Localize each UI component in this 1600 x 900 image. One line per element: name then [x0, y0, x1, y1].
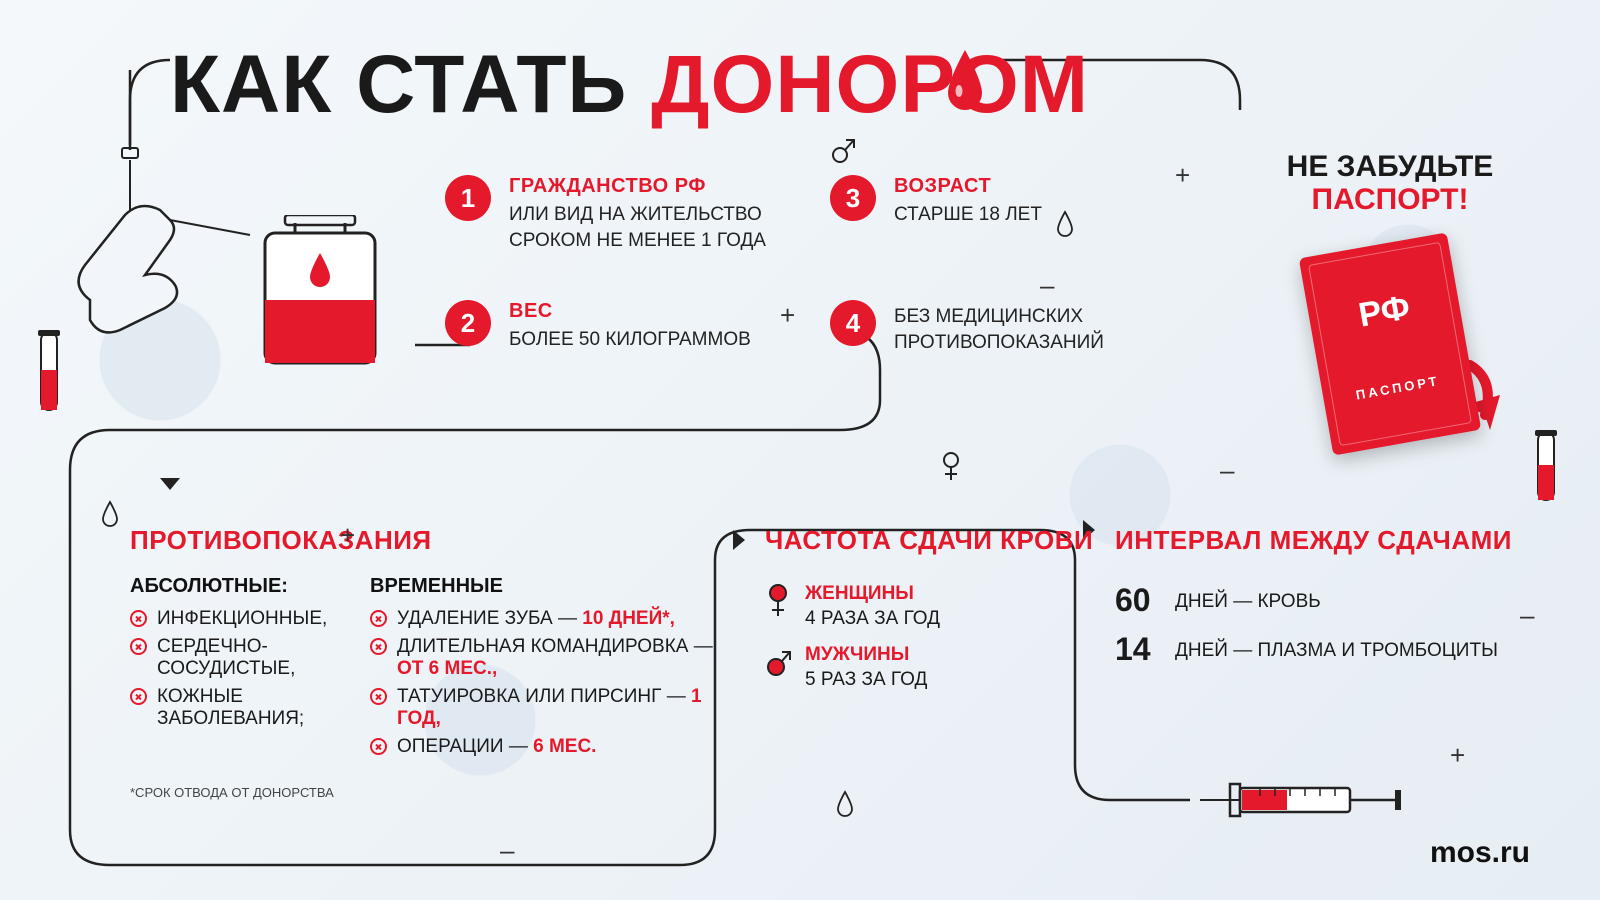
- cross-icon: [130, 610, 147, 627]
- test-tube-icon: [35, 330, 63, 420]
- passport-reminder: НЕ ЗАБУДЬТЕ ПАСПОРТ! РФ ПАСПОРТ: [1245, 150, 1535, 444]
- minus-icon: [1520, 600, 1534, 631]
- plus-icon: [1175, 160, 1190, 191]
- drop-outline-icon: [835, 790, 855, 818]
- contra-item: ОПЕРАЦИИ — 6 МЕС.: [370, 736, 730, 758]
- interval-num: 60: [1115, 582, 1161, 619]
- frequency-block: ЖЕНЩИНЫ 4 РАЗА ЗА ГОД МУЖЧИНЫ 5 РАЗ ЗА Г…: [765, 570, 940, 705]
- contra-tmp-head: ВРЕМЕННЫЕ: [370, 575, 730, 598]
- female-icon: [765, 582, 791, 622]
- plus-icon: [780, 300, 795, 331]
- contra-abs-head: АБСОЛЮТНЫЕ:: [130, 575, 390, 598]
- title-part2: ДОНОРОМ: [651, 39, 1089, 130]
- minus-icon: [1040, 270, 1054, 301]
- cross-icon: [130, 638, 147, 655]
- contra-item: КОЖНЫЕ ЗАБОЛЕВАНИЯ;: [130, 686, 390, 730]
- plus-icon: [340, 520, 355, 551]
- passport-line2: ПАСПОРТ!: [1312, 183, 1469, 216]
- contra-item: ИНФЕКЦИОННЫЕ,: [130, 608, 390, 630]
- drop-outline-icon: [100, 500, 120, 528]
- freq-women-head: ЖЕНЩИНЫ: [805, 582, 940, 607]
- contra-absolute: АБСОЛЮТНЫЕ: ИНФЕКЦИОННЫЕ, СЕРДЕЧНО-СОСУД…: [130, 575, 390, 736]
- step-text: СТАРШЕ 18 ЛЕТ: [894, 202, 1042, 228]
- freq-women-text: 4 РАЗА ЗА ГОД: [805, 607, 940, 632]
- step-head: ВОЗРАСТ: [894, 175, 1042, 198]
- plus-icon: [1450, 740, 1465, 771]
- step-4: 4 БЕЗ МЕДИЦИНСКИХ ПРОТИВОПОКАЗАНИЙ: [830, 300, 1174, 355]
- minus-icon: [500, 835, 514, 866]
- iv-stand-icon: [70, 70, 270, 390]
- contra-title: ПРОТИВОПОКАЗАНИЯ: [130, 525, 432, 556]
- source-label: mos.ru: [1430, 836, 1530, 870]
- female-symbol-icon: [940, 450, 962, 484]
- contra-item: УДАЛЕНИЕ ЗУБА — 10 ДНЕЙ*,: [370, 608, 730, 630]
- male-icon: [765, 643, 791, 683]
- contra-footnote: *СРОК ОТВОДА ОТ ДОНОРСТВА: [130, 785, 334, 800]
- test-tube-icon: [1532, 430, 1560, 510]
- interval-block: 60 ДНЕЙ — КРОВЬ 14 ДНЕЙ — ПЛАЗМА И ТРОМБ…: [1115, 570, 1498, 680]
- contra-item: ТАТУИРОВКА ИЛИ ПИРСИНГ — 1 ГОД,: [370, 686, 730, 730]
- step-text: БЕЗ МЕДИЦИНСКИХ ПРОТИВОПОКАЗАНИЙ: [894, 304, 1174, 355]
- cross-icon: [130, 688, 147, 705]
- step-head: ГРАЖДАНСТВО РФ: [509, 175, 789, 198]
- step-1: 1 ГРАЖДАНСТВО РФ ИЛИ ВИД НА ЖИТЕЛЬСТВО С…: [445, 175, 789, 253]
- freq-title: ЧАСТОТА СДАЧИ КРОВИ: [765, 525, 1093, 556]
- contra-item: СЕРДЕЧНО-СОСУДИСТЫЕ,: [130, 636, 390, 680]
- step-3: 3 ВОЗРАСТ СТАРШЕ 18 ЛЕТ: [830, 175, 1042, 228]
- step-head: ВЕС: [509, 300, 751, 323]
- step-2: 2 ВЕС БОЛЕЕ 50 КИЛОГРАММОВ: [445, 300, 751, 353]
- step-badge: 3: [830, 175, 876, 221]
- male-symbol-icon: [830, 135, 856, 167]
- interval-num: 14: [1115, 631, 1161, 668]
- contra-temporary: ВРЕМЕННЫЕ УДАЛЕНИЕ ЗУБА — 10 ДНЕЙ*, ДЛИТ…: [370, 575, 730, 764]
- cross-icon: [370, 688, 387, 705]
- interval-title: ИНТЕРВАЛ МЕЖДУ СДАЧАМИ: [1115, 525, 1512, 556]
- step-badge: 4: [830, 300, 876, 346]
- drop-outline-icon: [1055, 210, 1075, 238]
- blood-bag-icon: [255, 215, 385, 375]
- cross-icon: [370, 638, 387, 655]
- passport-line1: НЕ ЗАБУДЬТЕ: [1287, 150, 1494, 183]
- step-text: ИЛИ ВИД НА ЖИТЕЛЬСТВО СРОКОМ НЕ МЕНЕЕ 1 …: [509, 202, 789, 253]
- blood-drop-icon: [940, 45, 990, 115]
- minus-icon: [1220, 455, 1234, 486]
- freq-men-text: 5 РАЗ ЗА ГОД: [805, 668, 927, 693]
- step-badge: 2: [445, 300, 491, 346]
- syringe-icon: [1200, 770, 1420, 830]
- step-badge: 1: [445, 175, 491, 221]
- interval-text: ДНЕЙ — ПЛАЗМА И ТРОМБОЦИТЫ: [1175, 631, 1498, 664]
- contra-item: ДЛИТЕЛЬНАЯ КОМАНДИРОВКА — ОТ 6 МЕС.,: [370, 636, 730, 680]
- cross-icon: [370, 738, 387, 755]
- cross-icon: [370, 610, 387, 627]
- passport-label: ПАСПОРТ: [1355, 373, 1441, 402]
- passport-rf: РФ: [1356, 288, 1413, 335]
- passport-icon: РФ ПАСПОРТ: [1299, 232, 1481, 455]
- step-text: БОЛЕЕ 50 КИЛОГРАММОВ: [509, 327, 751, 353]
- interval-text: ДНЕЙ — КРОВЬ: [1175, 582, 1321, 615]
- freq-men-head: МУЖЧИНЫ: [805, 643, 927, 668]
